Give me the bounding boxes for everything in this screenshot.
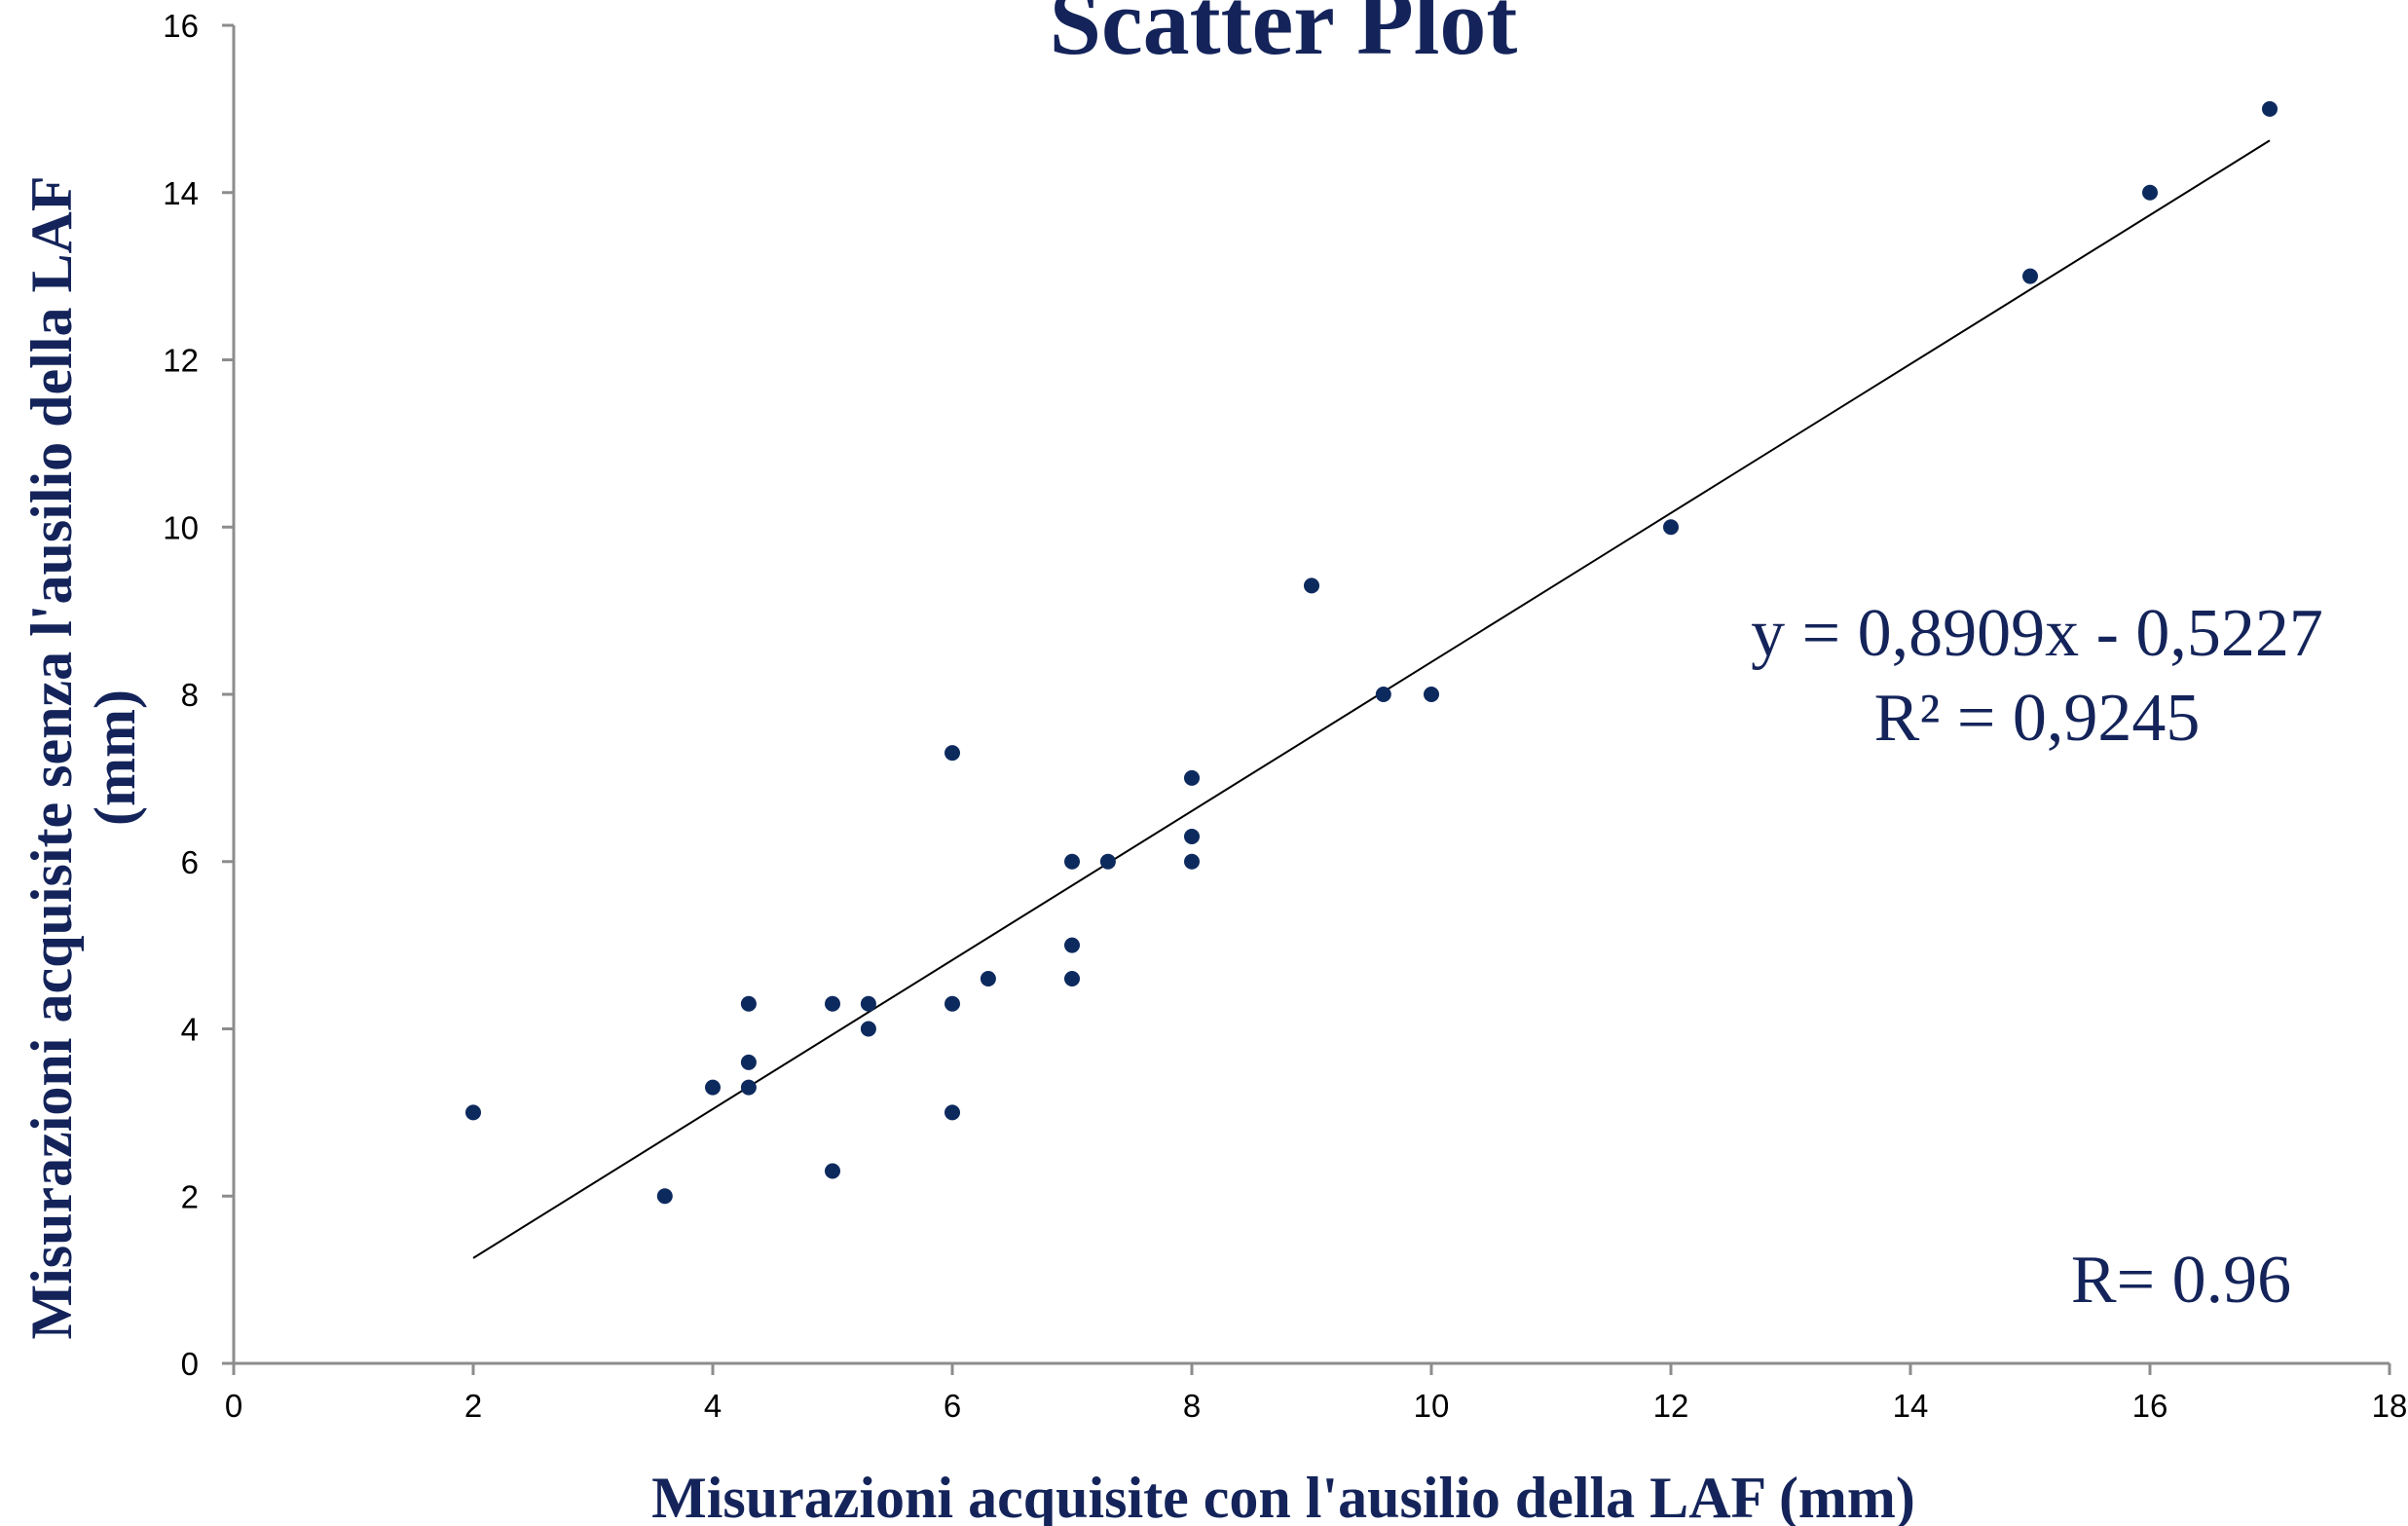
y-tick-label: 2 <box>181 1178 199 1214</box>
data-point <box>740 1079 757 1096</box>
data-point <box>465 1104 481 1121</box>
x-axis-title: Misurazioni acquisite con l'ausilio dell… <box>651 1466 1915 1526</box>
data-point <box>1663 519 1679 536</box>
x-tick-label: 18 <box>2372 1388 2408 1424</box>
data-point <box>945 1104 960 1121</box>
data-point <box>1064 970 1080 986</box>
data-point <box>1424 687 1439 702</box>
data-point <box>1099 853 1116 870</box>
y-tick-label: 0 <box>181 1346 199 1382</box>
data-point <box>740 1054 757 1070</box>
points-group <box>465 100 2278 1205</box>
data-point <box>860 995 876 1012</box>
tick-group: 0 2 4 6 8 10 12 14 16 18 0 2 4 6 8 10 12 14 16 <box>163 8 2407 1424</box>
data-point <box>945 745 960 762</box>
data-point <box>1184 769 1200 786</box>
x-tick-label: 6 <box>944 1388 961 1424</box>
x-tick-label: 0 <box>225 1388 242 1424</box>
data-point <box>1184 853 1200 870</box>
data-point <box>656 1188 673 1205</box>
x-tick-label: 4 <box>704 1388 722 1424</box>
y-tick-label: 12 <box>163 343 199 379</box>
data-point <box>2022 268 2038 284</box>
data-point <box>705 1079 721 1096</box>
trendline <box>472 139 2271 1259</box>
y-tick-label: 10 <box>163 509 199 545</box>
x-tick-label: 14 <box>1893 1388 1929 1424</box>
y-tick-label: 4 <box>181 1012 199 1048</box>
data-point <box>860 1021 876 1037</box>
data-point <box>1375 687 1391 702</box>
x-tick-label: 16 <box>2132 1388 2168 1424</box>
r-squared-label: R² = 0,9245 <box>1874 681 2201 756</box>
data-point <box>740 995 757 1012</box>
y-tick-label: 16 <box>163 8 199 44</box>
y-tick-label: 8 <box>181 677 199 713</box>
regression-equation: y = 0,8909x - 0,5227 <box>1751 596 2323 671</box>
data-point <box>1064 937 1080 953</box>
x-tick-label: 8 <box>1183 1388 1201 1424</box>
data-point <box>1064 853 1080 870</box>
data-point <box>825 1163 840 1179</box>
y-tick-label: 14 <box>163 175 199 211</box>
data-point <box>1304 577 1319 594</box>
trendline-group <box>472 139 2271 1259</box>
y-axis-title-line1: Misurazioni acquisite senza l'ausilio de… <box>19 175 84 1339</box>
data-point <box>825 995 840 1012</box>
chart-title: Scatter Plot <box>1050 0 1518 74</box>
x-tick-label: 2 <box>464 1388 482 1424</box>
data-point <box>1184 828 1200 844</box>
x-tick-label: 12 <box>1653 1388 1689 1424</box>
r-value-label: R= 0.96 <box>2071 1243 2291 1318</box>
data-point <box>2262 100 2278 117</box>
y-tick-label: 6 <box>181 844 199 880</box>
data-point <box>980 970 996 986</box>
data-point <box>945 995 960 1012</box>
x-tick-label: 10 <box>1414 1388 1450 1424</box>
y-axis-title-line2: (mm) <box>83 689 147 826</box>
data-point <box>2142 184 2158 201</box>
